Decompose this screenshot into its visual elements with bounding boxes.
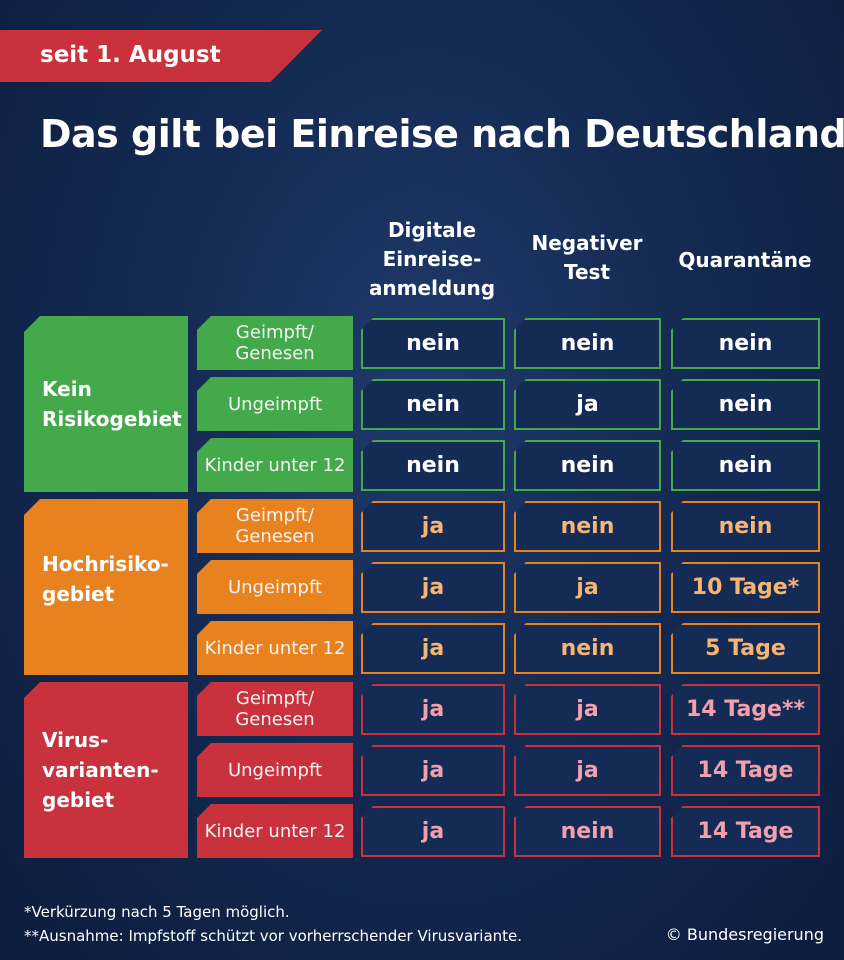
category-label: Virus- varianten- gebiet — [42, 728, 159, 812]
cell-registration: ja — [361, 562, 505, 613]
cell-registration: ja — [361, 745, 505, 796]
cell-test: nein — [514, 623, 661, 674]
date-banner-label: seit 1. August — [40, 42, 221, 68]
cell-quarantine: 14 Tage — [671, 745, 820, 796]
cell-quarantine: 5 Tage — [671, 623, 820, 674]
footnote-shortening: *Verkürzung nach 5 Tagen möglich. — [24, 903, 290, 921]
cell-test: nein — [514, 806, 661, 857]
cell-quarantine: 14 Tage — [671, 806, 820, 857]
row-label-geimpft-genesen: Geimpft/ Genesen — [197, 499, 353, 553]
cell-test: nein — [514, 440, 661, 491]
date-banner: seit 1. August — [0, 30, 322, 82]
cell-registration: ja — [361, 501, 505, 552]
cell-test: ja — [514, 745, 661, 796]
cell-registration: nein — [361, 440, 505, 491]
row-label-ungeimpft: Ungeimpft — [197, 560, 353, 614]
row-label-geimpft-genesen: Geimpft/ Genesen — [197, 316, 353, 370]
cell-registration: ja — [361, 806, 505, 857]
cell-registration: nein — [361, 379, 505, 430]
category-green: Kein Risikogebiet — [24, 316, 188, 492]
cell-test: nein — [514, 501, 661, 552]
cell-quarantine: nein — [671, 501, 820, 552]
category-label: Hochrisiko- gebiet — [42, 552, 169, 606]
cell-test: ja — [514, 379, 661, 430]
category-orange: Hochrisiko- gebiet — [24, 499, 188, 675]
cell-quarantine: 10 Tage* — [671, 562, 820, 613]
footnote-exception: **Ausnahme: Impfstoff schützt vor vorher… — [24, 927, 523, 945]
category-label: Kein Risikogebiet — [42, 377, 182, 431]
column-header-test: Negativer Test — [531, 231, 643, 284]
column-header-quarantine: Quarantäne — [678, 248, 812, 272]
cell-test: ja — [514, 562, 661, 613]
row-label-kinder-unter-12: Kinder unter 12 — [197, 621, 353, 675]
cell-registration: ja — [361, 623, 505, 674]
cell-registration: nein — [361, 318, 505, 369]
cell-quarantine: nein — [671, 440, 820, 491]
category-red: Virus- varianten- gebiet — [24, 682, 188, 858]
row-label-ungeimpft: Ungeimpft — [197, 743, 353, 797]
cell-quarantine: nein — [671, 379, 820, 430]
cell-quarantine: nein — [671, 318, 820, 369]
copyright-credit: © Bundesregierung — [665, 925, 824, 944]
cell-test: nein — [514, 318, 661, 369]
page-title: Das gilt bei Einreise nach Deutschland — [40, 112, 844, 156]
row-label-geimpft-genesen: Geimpft/ Genesen — [197, 682, 353, 736]
cell-test: ja — [514, 684, 661, 735]
cell-quarantine: 14 Tage** — [671, 684, 820, 735]
row-label-kinder-unter-12: Kinder unter 12 — [197, 438, 353, 492]
column-header-registration: Digitale Einreise- anmeldung — [368, 218, 496, 300]
cell-registration: ja — [361, 684, 505, 735]
row-label-ungeimpft: Ungeimpft — [197, 377, 353, 431]
row-label-kinder-unter-12: Kinder unter 12 — [197, 804, 353, 858]
